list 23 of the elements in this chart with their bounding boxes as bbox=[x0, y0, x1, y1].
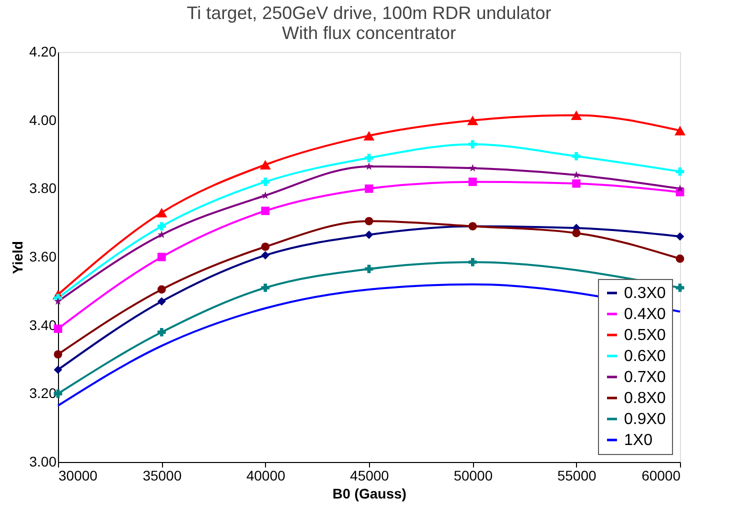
y-tick-label: 3.60 bbox=[29, 248, 57, 264]
x-tick-label: 45000 bbox=[350, 468, 390, 484]
legend-label: 0.8X0 bbox=[624, 390, 666, 407]
legend-label: 0.5X0 bbox=[624, 327, 666, 344]
legend-label: 0.7X0 bbox=[624, 369, 666, 386]
y-tick-label: 4.00 bbox=[29, 112, 57, 128]
y-tick-label: 3.00 bbox=[29, 454, 57, 470]
x-tick-label: 40000 bbox=[246, 468, 286, 484]
y-tick-label: 4.20 bbox=[29, 44, 57, 60]
legend-label: 1X0 bbox=[624, 432, 653, 449]
legend-label: 0.9X0 bbox=[624, 411, 666, 428]
y-axis-title: Yield bbox=[9, 241, 26, 274]
chart-title: Ti target, 250GeV drive, 100m RDR undulator With flux concentrator bbox=[186, 3, 552, 43]
x-tick-label: 35000 bbox=[142, 468, 182, 484]
x-axis-title: B0 (Gauss) bbox=[332, 486, 406, 502]
x-tick-label: 60000 bbox=[642, 468, 681, 484]
x-tick-label: 55000 bbox=[557, 468, 597, 484]
x-tick-label: 50000 bbox=[454, 468, 493, 484]
legend-label: 0.6X0 bbox=[624, 348, 666, 365]
y-tick-label: 3.80 bbox=[29, 180, 57, 196]
legend-label: 0.3X0 bbox=[624, 285, 666, 302]
legend-label: 0.4X0 bbox=[624, 306, 666, 323]
x-tick-label: 30000 bbox=[58, 468, 98, 484]
